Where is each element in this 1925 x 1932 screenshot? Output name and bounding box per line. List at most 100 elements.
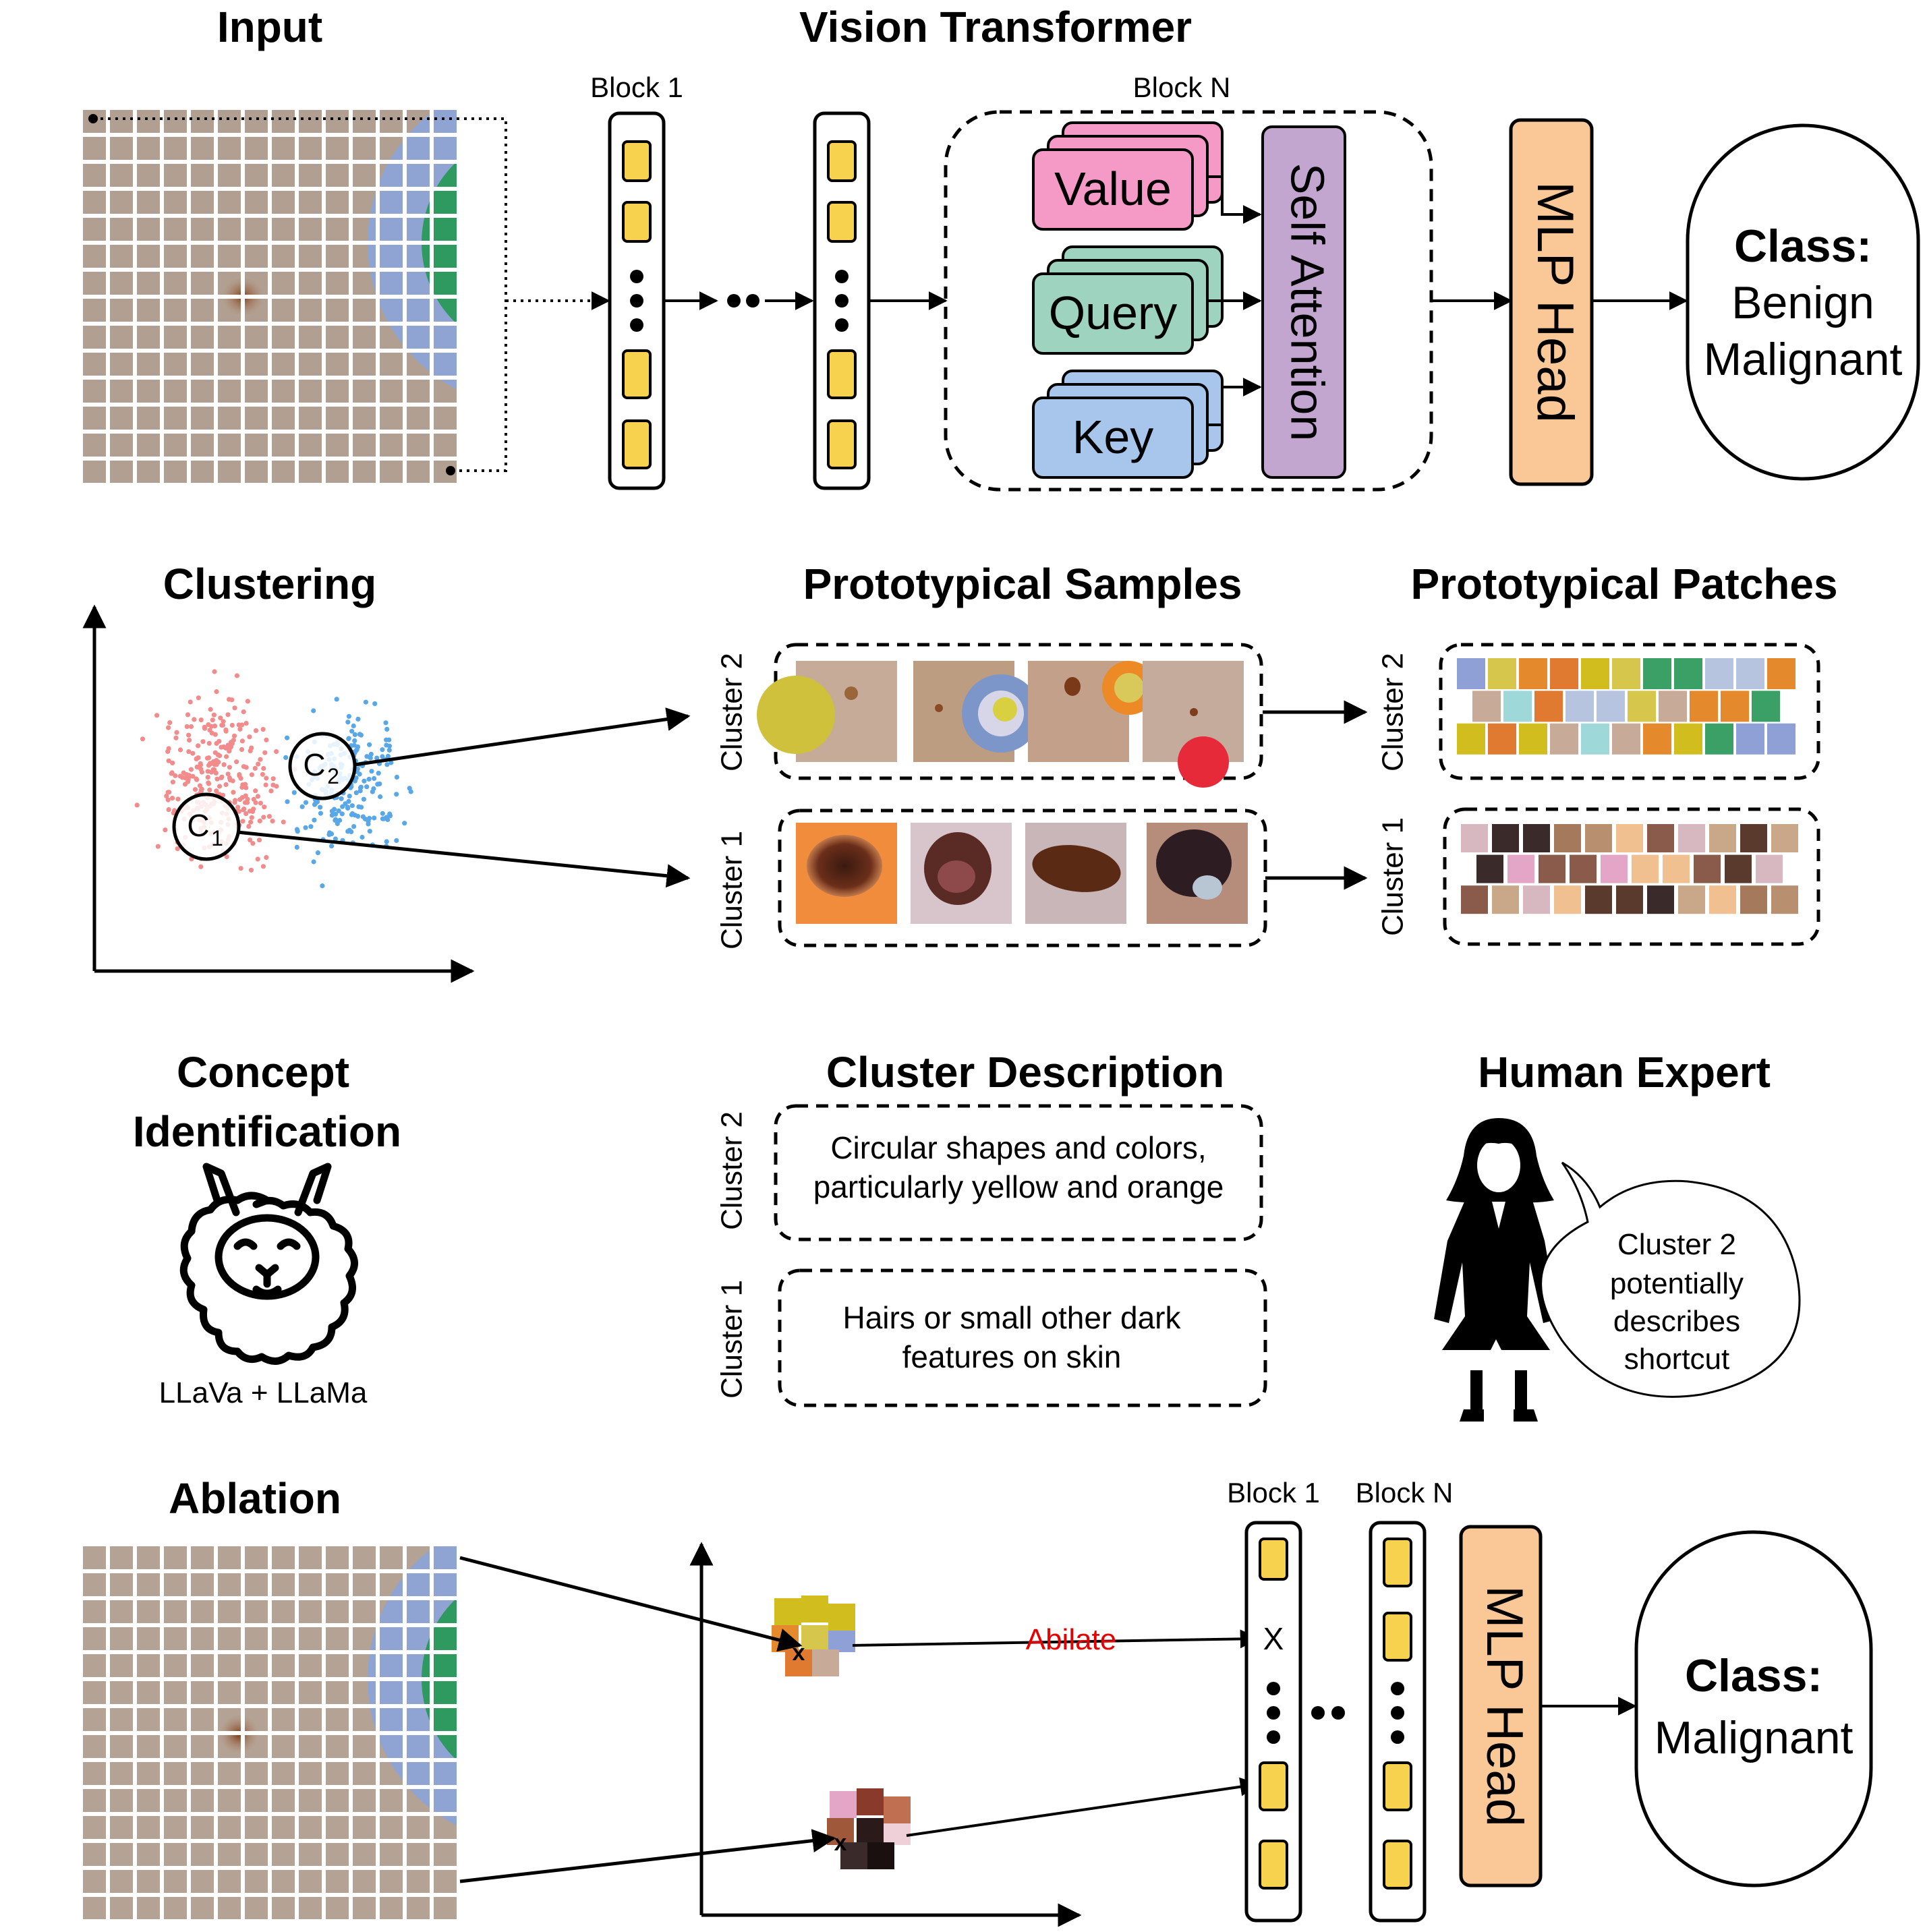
scatter-point (252, 765, 258, 771)
scatter-point (349, 803, 355, 809)
scatter-point (230, 778, 235, 784)
ablation-block1-label: Block 1 (1227, 1477, 1320, 1509)
scatter-point (294, 827, 299, 832)
patch-tile (1457, 658, 1485, 689)
scatter-point (257, 818, 262, 823)
scatter-point (352, 732, 357, 737)
centroid-c1-sub: 1 (211, 826, 223, 850)
scatter-point (361, 796, 367, 802)
patch-tile (1616, 885, 1643, 914)
scatter-point (177, 773, 183, 779)
scatter-point (333, 836, 338, 842)
desc-cluster1-box (778, 1268, 1267, 1407)
scatter-point (229, 697, 235, 703)
query-stack: Query (1032, 245, 1224, 355)
scatter-point (174, 730, 179, 735)
scatter-point (212, 750, 218, 755)
patch-tile (1565, 691, 1594, 722)
scatter-point (241, 764, 246, 769)
scatter-point (255, 856, 260, 862)
ablation-input-image (81, 1544, 460, 1919)
scatter-point (345, 804, 350, 810)
scatter-point (408, 789, 413, 794)
ablation-token-column-block-n (1369, 1521, 1427, 1923)
title-clustering: Clustering (163, 560, 376, 608)
scatter-point (387, 811, 393, 817)
scatter-point (384, 726, 390, 732)
scatter-point (376, 771, 381, 776)
scatter-point (209, 730, 214, 736)
patches-cluster1-box (1443, 807, 1820, 946)
scatter-point (234, 673, 239, 678)
scatter-point (214, 776, 220, 782)
scatter-point (198, 789, 204, 794)
scatter-point (224, 854, 229, 860)
scatter-point (232, 800, 237, 805)
scatter-point (318, 804, 323, 810)
scatter-point (194, 764, 200, 769)
scatter-point (186, 732, 192, 738)
scatter-point (253, 728, 259, 733)
samples-cluster1-box (778, 809, 1267, 947)
ablated-patch-cluster2 (772, 1596, 855, 1676)
scatter-point (210, 718, 215, 723)
scatter-point (258, 757, 263, 762)
scatter-point (221, 762, 227, 767)
scatter-point (170, 780, 175, 785)
scatter-point (241, 709, 246, 715)
patch-tile (1519, 723, 1547, 755)
scatter-point (241, 807, 246, 813)
ablation-class-value: Malignant (1655, 1712, 1854, 1763)
samples-cluster2-label: Cluster 2 (716, 653, 749, 771)
input-image (81, 108, 460, 483)
scatter-point (329, 813, 335, 818)
scatter-point (227, 747, 232, 752)
patch-tile (1585, 824, 1612, 852)
scatter-point (225, 771, 231, 777)
patch-tile (1674, 723, 1702, 755)
scatter-point (214, 689, 219, 695)
speech-line1: Cluster 2 (1617, 1228, 1736, 1261)
self-attention-label: Self Attention (1282, 163, 1334, 442)
scatter-point (303, 825, 308, 830)
scatter-point (367, 742, 372, 747)
scatter-point (185, 777, 191, 782)
patch-tile (830, 1791, 857, 1818)
scatter-point (351, 723, 356, 729)
scatter-point (243, 793, 248, 798)
scatter-point (389, 760, 394, 765)
scatter-point (234, 759, 239, 765)
token (827, 419, 857, 469)
desc-cluster1-line2: features on skin (902, 1339, 1122, 1374)
scatter-point (367, 829, 372, 834)
scatter-point (237, 772, 242, 778)
scatter-point (308, 824, 314, 829)
scatter-point (249, 815, 254, 820)
scatter-point (188, 767, 194, 772)
centroid-c2-label: C (303, 747, 325, 782)
scatter-point (260, 771, 265, 777)
scatter-point (352, 738, 357, 743)
scatter-point (337, 817, 343, 823)
class-label: Class: (1734, 221, 1872, 272)
scatter-point (320, 883, 325, 889)
scatter-point (281, 819, 286, 825)
scatter-point (207, 787, 212, 793)
desc-cluster1-line1: Hairs or small other dark (842, 1300, 1181, 1335)
scatter-point (343, 801, 348, 807)
scatter-point (312, 817, 317, 823)
patch-tile (867, 1842, 894, 1869)
token (622, 349, 652, 399)
scatter-point (177, 747, 183, 753)
scatter-point (166, 758, 171, 763)
scatter-point (239, 738, 245, 744)
cluster-scatter-plot: C 2 C 1 (82, 604, 475, 983)
scatter-point (221, 719, 226, 724)
scatter-point (198, 718, 204, 723)
centroid-c1 (172, 792, 241, 861)
patch-tile (1585, 885, 1612, 914)
title-ablation: Ablation (169, 1474, 341, 1523)
patch-tile (1581, 723, 1609, 755)
scatter-point (347, 827, 352, 833)
